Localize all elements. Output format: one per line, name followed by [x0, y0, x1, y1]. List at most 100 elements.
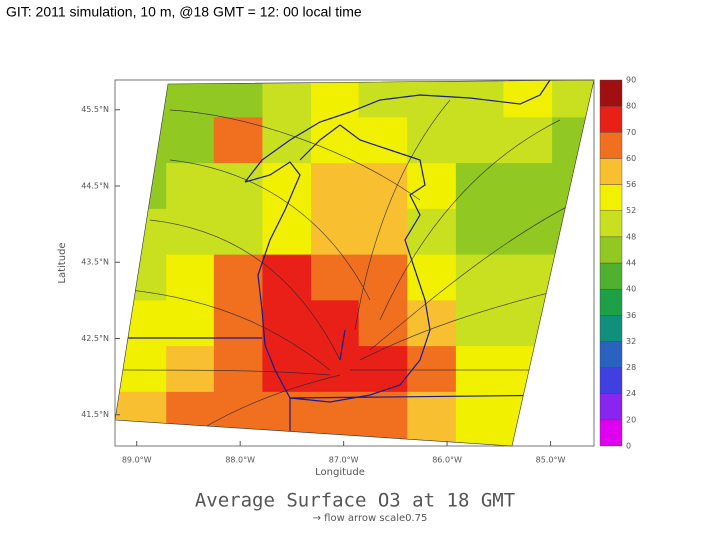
colorbar-bin	[599, 158, 623, 185]
x-tick-label: 85.0°W	[536, 456, 566, 465]
colorbar-label: 60	[626, 154, 636, 163]
field-cell	[455, 254, 506, 301]
field-cell	[166, 117, 216, 164]
field-cell	[262, 391, 312, 446]
field-cell	[455, 163, 506, 210]
coast	[289, 124, 431, 403]
field-cell	[407, 117, 457, 164]
colorbar-bin	[599, 262, 623, 290]
field-cell	[358, 117, 408, 164]
field-cell	[213, 346, 263, 393]
field-cell	[262, 300, 312, 347]
field-cell	[311, 80, 361, 118]
colorbar-label: 44	[626, 259, 636, 268]
field-cell	[552, 163, 594, 210]
coast	[244, 161, 301, 399]
field-cell	[213, 163, 263, 210]
colorbar-label: 52	[626, 206, 636, 215]
field-cell	[358, 80, 408, 118]
y-tick-label: 42.5°N	[81, 334, 109, 343]
colorbar-bin	[599, 315, 623, 342]
x-tick-label: 87.0°W	[329, 456, 359, 465]
field-cell	[358, 163, 408, 210]
colorbar-label: 20	[626, 415, 636, 424]
field-cell	[503, 254, 553, 301]
field-cell	[552, 346, 594, 393]
y-axis-label: Latitude	[57, 242, 68, 283]
field-cell	[552, 300, 594, 347]
field-cell	[166, 346, 216, 393]
field-cell	[311, 346, 361, 393]
field-cell	[552, 254, 594, 301]
colorbar-label: 36	[626, 311, 636, 320]
colorbar-label: 80	[626, 102, 636, 111]
coast	[244, 80, 551, 183]
axes: 89.0°W 88.0°W 87.0°W 86.0°W 85.0°W 45.5°N 44.5…	[81, 105, 565, 464]
page-title: GIT: 2011 simulation, 10 m, @18 GMT = 12…	[6, 4, 362, 20]
x-tick-label: 88.0°W	[225, 456, 255, 465]
field-cell	[407, 80, 457, 118]
y-tick-label: 45.5°N	[81, 105, 109, 114]
field-cell	[262, 163, 312, 210]
field-cell	[262, 80, 312, 118]
field-cell	[213, 254, 263, 301]
field-cell	[552, 117, 594, 164]
colorbar-bin	[599, 341, 623, 368]
colorbar-bin	[599, 132, 623, 159]
field-cell	[503, 346, 553, 393]
field-cell	[407, 254, 457, 301]
field-cell	[262, 117, 312, 164]
field-cell	[262, 208, 312, 256]
x-axis-label: Longitude	[315, 467, 365, 478]
field-cell	[455, 300, 506, 347]
colorbar-label: 28	[626, 363, 636, 372]
field-cell	[262, 254, 312, 301]
field-cell	[115, 391, 167, 446]
y-tick-label: 41.5°N	[81, 410, 109, 419]
colorbar-label: 24	[626, 389, 636, 398]
field-cell	[503, 391, 553, 446]
field-cell	[358, 300, 408, 347]
colorbar: 0 20 24 28 32 36 40 44 48 52 56 60 70 80 90	[599, 76, 636, 451]
colorbar-label: 40	[626, 285, 636, 294]
colorbar-bin	[599, 393, 623, 421]
field-cell	[552, 208, 594, 256]
colorbar-bin	[599, 288, 623, 316]
field-cell	[115, 163, 167, 210]
field	[115, 80, 594, 446]
field-cell	[311, 163, 361, 210]
x-tick-label: 86.0°W	[432, 456, 462, 465]
field-cell	[503, 208, 553, 256]
colorbar-bin	[599, 236, 623, 264]
flow-arrows	[119, 99, 581, 431]
colorbar-label: 70	[626, 128, 636, 137]
field-cell	[358, 391, 408, 446]
field-cell	[166, 208, 216, 256]
field-cell	[166, 254, 216, 301]
field-cell	[407, 163, 457, 210]
field-cell	[311, 117, 361, 164]
colorbar-label: 32	[626, 337, 636, 346]
field-cell	[503, 117, 553, 164]
colorbar-bin	[599, 184, 623, 211]
field-cell	[213, 300, 263, 347]
colorbar-bin	[599, 210, 623, 238]
field-cell	[311, 300, 361, 347]
field-cell	[213, 117, 263, 164]
field-cell	[455, 346, 506, 393]
field-cell	[115, 208, 167, 256]
field-cell	[166, 300, 216, 347]
field-cell	[407, 208, 457, 256]
colorbar-label: 0	[626, 442, 631, 451]
field-cell	[455, 117, 506, 164]
field-cell	[407, 300, 457, 347]
field-cell	[311, 208, 361, 256]
field-cell	[503, 80, 553, 118]
field-cell	[213, 391, 263, 446]
field-cell	[311, 254, 361, 301]
colorbar-bin	[599, 105, 623, 133]
colorbar-bin	[599, 367, 623, 394]
field-cell	[552, 391, 594, 446]
streamline	[119, 99, 581, 431]
